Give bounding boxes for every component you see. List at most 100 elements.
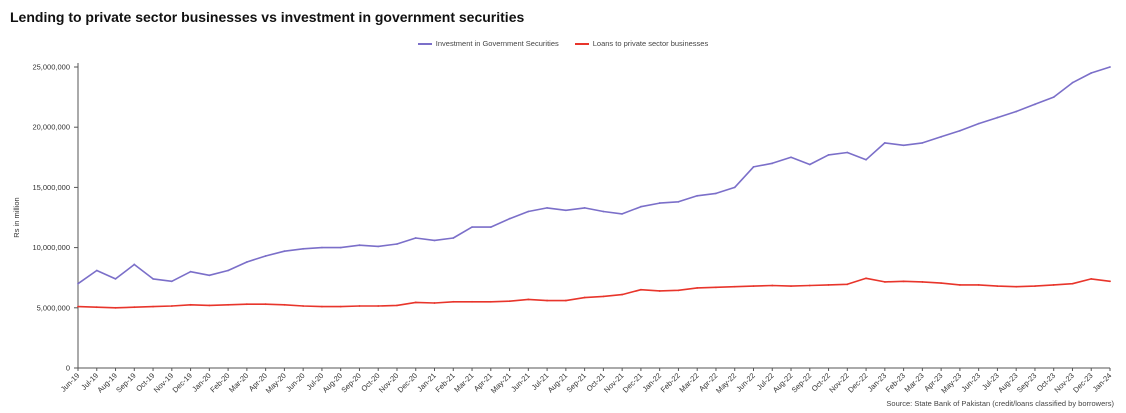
data-point-private-loans[interactable] [471,300,473,303]
data-point-government-securities[interactable] [1052,96,1055,98]
data-point-private-loans[interactable] [564,299,567,302]
data-point-government-securities[interactable] [377,245,380,248]
data-point-government-securities[interactable] [640,205,642,208]
data-point-government-securities[interactable] [733,186,736,189]
data-point-government-securities[interactable] [771,162,774,165]
data-point-private-loans[interactable] [508,300,511,303]
data-point-government-securities[interactable] [245,261,248,263]
data-point-private-loans[interactable] [733,285,736,288]
data-point-government-securities[interactable] [752,166,755,168]
data-point-government-securities[interactable] [940,135,943,138]
data-point-government-securities[interactable] [133,263,136,266]
data-point-government-securities[interactable] [583,206,586,209]
data-point-private-loans[interactable] [865,277,867,280]
data-point-private-loans[interactable] [152,305,154,308]
data-point-private-loans[interactable] [452,300,455,303]
data-point-private-loans[interactable] [696,287,699,289]
data-point-private-loans[interactable] [414,301,417,304]
data-point-private-loans[interactable] [302,305,305,307]
data-point-private-loans[interactable] [377,305,380,307]
data-point-private-loans[interactable] [283,303,286,306]
data-point-government-securities[interactable] [602,210,605,213]
data-point-private-loans[interactable] [264,303,267,306]
data-point-private-loans[interactable] [771,284,774,287]
data-point-private-loans[interactable] [1015,285,1018,288]
data-point-private-loans[interactable] [245,303,248,306]
data-point-government-securities[interactable] [433,239,436,242]
data-point-government-securities[interactable] [77,282,79,285]
data-point-private-loans[interactable] [433,302,436,304]
data-point-government-securities[interactable] [1015,110,1018,113]
data-point-government-securities[interactable] [677,200,680,203]
data-point-private-loans[interactable] [846,283,849,286]
data-point-private-loans[interactable] [621,293,624,296]
data-point-government-securities[interactable] [339,246,342,249]
data-point-private-loans[interactable] [189,303,192,306]
data-point-private-loans[interactable] [921,281,924,283]
data-point-government-securities[interactable] [846,151,849,154]
data-point-government-securities[interactable] [546,206,548,209]
data-point-private-loans[interactable] [640,288,642,291]
data-point-government-securities[interactable] [658,202,661,204]
data-point-private-loans[interactable] [602,295,605,298]
data-point-private-loans[interactable] [658,290,661,292]
legend-item-private-loans[interactable]: Loans to private sector businesses [574,39,708,48]
data-point-private-loans[interactable] [1109,280,1111,283]
data-point-private-loans[interactable] [77,305,79,308]
data-point-government-securities[interactable] [1034,103,1036,106]
data-point-private-loans[interactable] [133,306,136,309]
data-point-government-securities[interactable] [471,226,473,229]
data-point-government-securities[interactable] [808,163,811,166]
data-point-private-loans[interactable] [790,285,792,288]
data-point-private-loans[interactable] [677,289,680,292]
data-point-private-loans[interactable] [715,286,717,289]
data-point-government-securities[interactable] [621,212,624,215]
data-point-private-loans[interactable] [546,299,548,302]
data-point-private-loans[interactable] [1034,285,1036,288]
data-point-government-securities[interactable] [921,141,924,144]
legend-item-government-securities[interactable]: Investment in Government Securities [417,39,559,48]
data-point-government-securities[interactable] [715,192,717,195]
data-point-government-securities[interactable] [283,250,286,253]
data-point-government-securities[interactable] [358,244,361,247]
data-point-government-securities[interactable] [1071,81,1074,84]
data-point-government-securities[interactable] [170,280,173,283]
data-point-private-loans[interactable] [752,285,755,288]
data-point-private-loans[interactable] [902,280,905,283]
data-point-government-securities[interactable] [902,144,905,147]
data-point-government-securities[interactable] [883,141,886,144]
data-point-government-securities[interactable] [264,255,267,257]
data-point-government-securities[interactable] [414,237,417,239]
data-point-private-loans[interactable] [958,284,961,286]
data-point-government-securities[interactable] [996,116,999,119]
data-point-government-securities[interactable] [977,122,980,125]
data-point-private-loans[interactable] [1090,278,1093,280]
data-point-private-loans[interactable] [940,282,943,285]
data-point-government-securities[interactable] [227,269,230,272]
data-point-government-securities[interactable] [696,194,699,197]
data-point-government-securities[interactable] [564,209,567,212]
data-point-private-loans[interactable] [883,281,886,283]
data-point-government-securities[interactable] [114,278,117,280]
data-point-private-loans[interactable] [808,284,811,287]
data-point-private-loans[interactable] [227,303,230,306]
data-point-government-securities[interactable] [189,270,192,273]
data-point-government-securities[interactable] [152,278,154,280]
data-point-government-securities[interactable] [508,217,511,220]
data-point-private-loans[interactable] [358,305,361,307]
data-point-government-securities[interactable] [321,246,323,249]
data-point-government-securities[interactable] [1109,66,1111,68]
data-point-government-securities[interactable] [452,237,455,239]
data-point-private-loans[interactable] [977,284,980,286]
data-point-private-loans[interactable] [170,305,173,307]
data-point-private-loans[interactable] [396,304,398,307]
data-point-government-securities[interactable] [790,156,792,159]
data-point-government-securities[interactable] [527,210,530,213]
data-point-government-securities[interactable] [865,158,867,161]
data-point-government-securities[interactable] [827,153,830,156]
data-point-private-loans[interactable] [527,298,530,301]
data-point-private-loans[interactable] [996,285,999,288]
data-point-government-securities[interactable] [95,269,98,272]
data-point-private-loans[interactable] [339,305,342,308]
data-point-private-loans[interactable] [95,306,98,309]
